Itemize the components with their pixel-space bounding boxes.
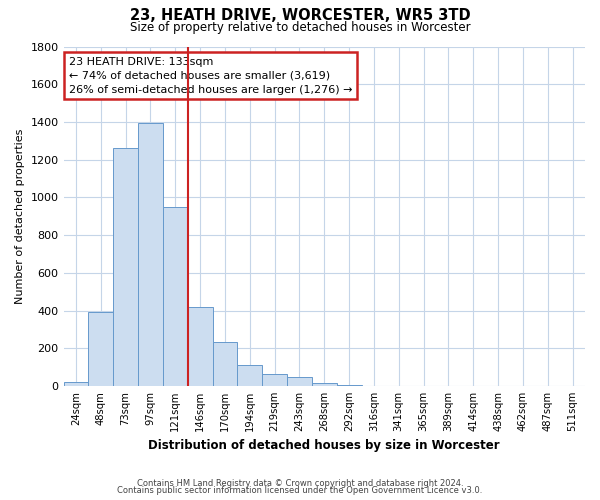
Text: 23 HEATH DRIVE: 133sqm
← 74% of detached houses are smaller (3,619)
26% of semi-: 23 HEATH DRIVE: 133sqm ← 74% of detached… xyxy=(69,56,352,94)
Bar xyxy=(337,385,362,386)
Bar xyxy=(138,123,163,386)
Bar xyxy=(312,383,337,386)
Text: Size of property relative to detached houses in Worcester: Size of property relative to detached ho… xyxy=(130,22,470,35)
Text: Contains HM Land Registry data © Crown copyright and database right 2024.: Contains HM Land Registry data © Crown c… xyxy=(137,478,463,488)
Bar xyxy=(238,365,262,386)
Bar xyxy=(262,374,287,386)
Text: 23, HEATH DRIVE, WORCESTER, WR5 3TD: 23, HEATH DRIVE, WORCESTER, WR5 3TD xyxy=(130,8,470,23)
Bar xyxy=(88,312,113,386)
Bar xyxy=(287,377,312,386)
Bar xyxy=(113,148,138,386)
Bar xyxy=(212,342,238,386)
Bar xyxy=(163,207,188,386)
Text: Contains public sector information licensed under the Open Government Licence v3: Contains public sector information licen… xyxy=(118,486,482,495)
Bar xyxy=(64,382,88,386)
X-axis label: Distribution of detached houses by size in Worcester: Distribution of detached houses by size … xyxy=(148,440,500,452)
Y-axis label: Number of detached properties: Number of detached properties xyxy=(15,128,25,304)
Bar xyxy=(188,306,212,386)
